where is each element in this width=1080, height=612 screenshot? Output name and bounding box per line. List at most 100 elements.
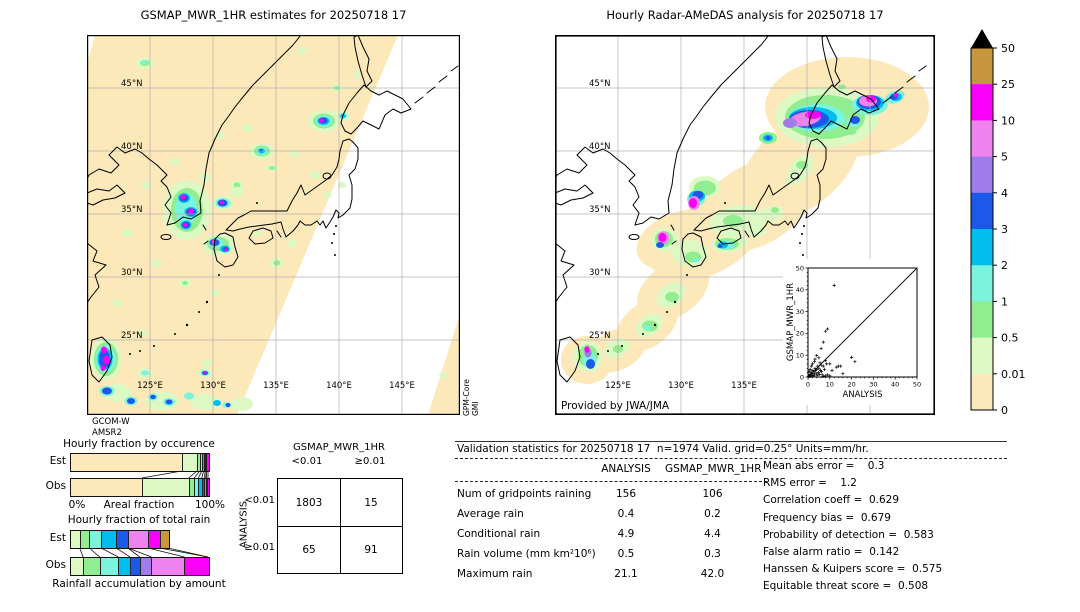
score-correlation: Correlation coeff = 0.629 [763, 494, 899, 506]
x-tick-label: 40 [891, 381, 899, 389]
stat-value: 0.2 [704, 508, 721, 520]
colorbar-overflow-triangle [971, 29, 993, 48]
colorbar-tick-label: 0.5 [1001, 332, 1019, 345]
x-tick-label: 50 [913, 381, 921, 389]
precip-blob [224, 248, 228, 251]
precip-blob [586, 359, 595, 369]
col-gsmap: GSMAP_MWR_1HR [665, 463, 762, 475]
bar-segment-purple [206, 454, 208, 471]
precip-blob [665, 292, 679, 302]
precip-blob [771, 207, 779, 213]
contingency-table: GSMAP_MWR_1HR <0.01 ≥0.01 ANALYSIS <0.01… [235, 440, 415, 580]
row-label-est: Est [49, 532, 66, 544]
bar-segment-blue [117, 531, 129, 548]
precip-blob [112, 299, 122, 307]
precip-blob [693, 257, 699, 263]
lat-tick-label: 30°N [589, 268, 610, 278]
contingency-col-label-0: <0.01 [291, 456, 323, 467]
alluvial-connector [193, 471, 201, 478]
x-tick-label: 30 [869, 381, 877, 389]
colorbar-tick-label: 25 [1001, 78, 1015, 91]
lon-tick-label: 125°E [137, 381, 163, 391]
precip-blob [656, 242, 664, 248]
bar-segment-aqua [90, 531, 103, 548]
precip-blob [643, 325, 651, 331]
precip-blob [100, 365, 106, 371]
bar-segment-aqua [200, 454, 203, 471]
precip-blob [137, 329, 147, 337]
colorbar-segment [971, 301, 993, 339]
y-tick-label: 0 [800, 373, 804, 381]
precip-blob [287, 239, 297, 247]
gsmap-swath-edge [428, 314, 460, 415]
precip-blob [103, 355, 110, 365]
contingency-row-label-0: <0.01 [244, 495, 275, 506]
precip-blob [150, 394, 156, 400]
bar-segment-lightgreen [189, 479, 196, 496]
score-far: False alarm ratio = 0.142 [763, 546, 900, 558]
stats-dashed-rule-2 [455, 481, 767, 482]
cell-hit: 91 [364, 543, 378, 556]
bar-segment-purple [205, 479, 207, 496]
bar-segment-cream [71, 454, 183, 471]
bar-segment-tan [160, 531, 169, 548]
bar-segment-palegreen [182, 454, 198, 471]
colorbar-tick-label: 2 [1001, 259, 1008, 272]
lon-tick-label: 140°E [326, 381, 352, 391]
score-hk: Hanssen & Kuipers score = 0.575 [763, 563, 943, 575]
colorbar-segment [971, 84, 993, 121]
inset-xlabel: ANALYSIS [842, 390, 882, 400]
stat-value: 0.4 [617, 508, 635, 520]
bar-segment-sky [119, 558, 131, 575]
precip-blob [259, 149, 263, 152]
precip-blob [783, 118, 797, 128]
precip-blob [141, 60, 147, 64]
total-rain-est-bar [70, 530, 170, 549]
lat-tick-label: 45°N [121, 79, 142, 89]
total-rain-connectors [79, 548, 209, 557]
precip-blob [141, 370, 149, 376]
chart-total-rain-title: Hourly fraction of total rain [67, 514, 211, 526]
stats-title: Validation statistics for 20250718 17 n=… [457, 443, 869, 455]
lat-tick-label: 25°N [121, 331, 142, 341]
score-ets: Equitable threat score = 0.508 [763, 580, 929, 592]
precip-blob [230, 187, 244, 197]
precip-blob [658, 233, 667, 242]
stat-row-label: Num of gridpoints raining [457, 488, 592, 500]
precip-blob [127, 398, 135, 404]
one-to-one-line [807, 267, 918, 378]
stats-dashed-rule-1 [455, 458, 1007, 459]
alluvial-connector [203, 471, 206, 478]
colorbar-segment [971, 156, 993, 194]
precip-blob [241, 124, 253, 132]
precip-blob [805, 111, 821, 119]
score-frequency-bias: Frequency bias = 0.679 [763, 512, 891, 524]
precip-blob [152, 259, 162, 267]
lon-tick-label: 125°E [605, 381, 631, 391]
score-mean-abs-error: Mean abs error = 0.3 [763, 460, 885, 472]
lat-tick-label: 30°N [121, 268, 142, 278]
lat-tick-label: 45°N [589, 79, 610, 89]
precip-blob [439, 372, 447, 378]
chart-hourly-fraction-total-rain: Hourly fraction of total rain Est Obs Ra… [44, 514, 234, 598]
lat-tick-label: 35°N [589, 205, 610, 215]
stat-row-label: Maximum rain [457, 568, 533, 580]
lat-tick-label: 40°N [121, 142, 142, 152]
score-pod: Probability of detection = 0.583 [763, 529, 934, 541]
bar-segment-orchid [206, 479, 208, 496]
svg-text:GMI: GMI [471, 402, 480, 417]
row-label-obs: Obs [45, 480, 66, 492]
lat-tick-label: 25°N [589, 331, 610, 341]
total-rain-obs-bar [70, 557, 210, 576]
alluvial-connector [127, 548, 140, 557]
precip-blob [184, 392, 194, 400]
bar-segment-magenta [207, 479, 209, 496]
cell-false-alarm: 15 [364, 496, 378, 509]
contingency-row-group: ANALYSIS [238, 500, 250, 549]
stat-value: 21.1 [614, 568, 638, 580]
chart-hourly-fraction-occurrence: Hourly fraction by occurence Est Obs 0% … [44, 438, 234, 516]
bar-segment-magenta [207, 454, 209, 471]
instrument-name: AMSR2 [92, 428, 122, 439]
alluvial-connector [197, 471, 203, 478]
bar-segment-lightgreen [197, 454, 201, 471]
